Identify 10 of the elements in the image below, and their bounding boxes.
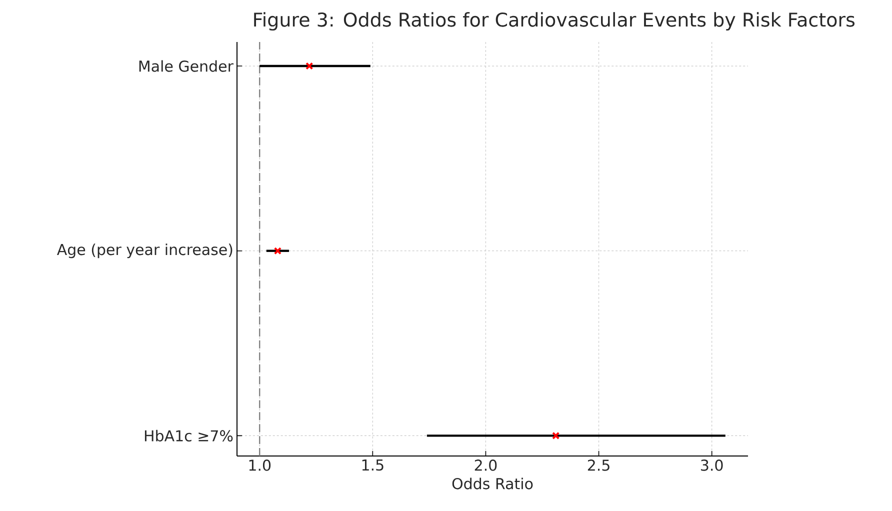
x-tick-label: 1.0 bbox=[249, 460, 271, 471]
x-tick-label: 2.5 bbox=[588, 460, 610, 471]
x-tick-label: 1.5 bbox=[362, 460, 384, 471]
x-axis-title: Odds Ratio bbox=[452, 478, 533, 490]
y-tick-label: Age (per year increase) bbox=[56, 244, 232, 258]
y-tick-label: HbA1c ≥7% bbox=[144, 430, 233, 442]
chart-title: Figure 3: Odds Ratios for Cardiovascular Events by Risk Factors bbox=[254, 12, 855, 30]
x-tick-label: 2.0 bbox=[474, 460, 497, 471]
x-tick-label: 3.0 bbox=[701, 460, 723, 471]
y-tick-label: Male Gender bbox=[139, 60, 234, 72]
